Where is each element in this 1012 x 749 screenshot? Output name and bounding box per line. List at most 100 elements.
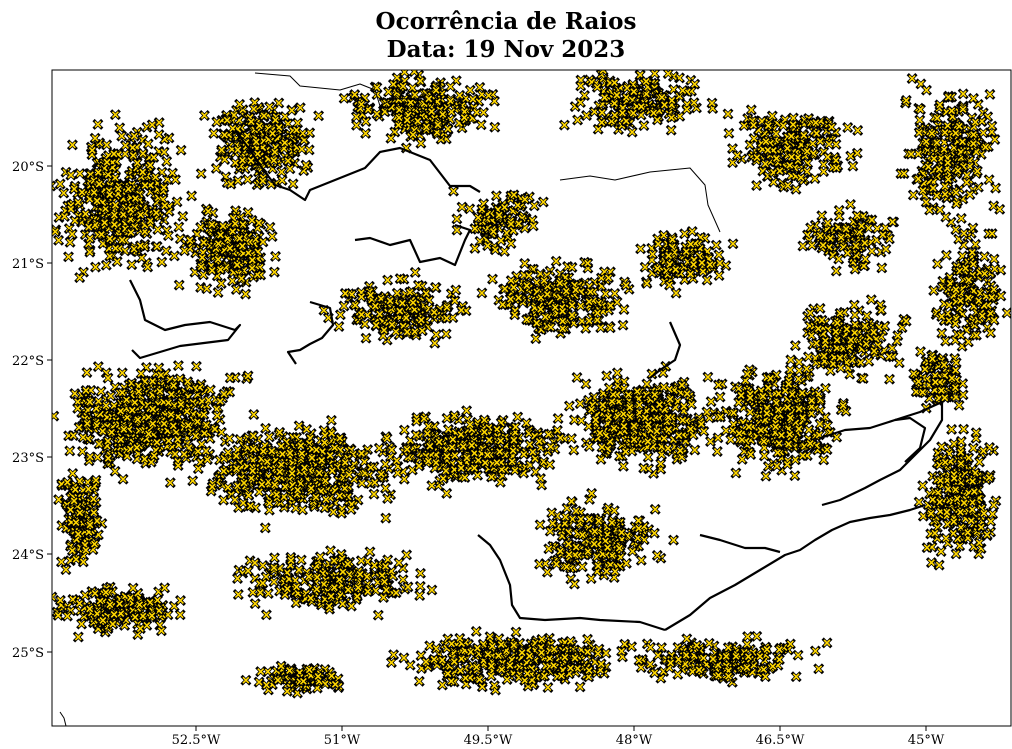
lightning-strike-marker (759, 436, 769, 447)
lightning-strike-marker (784, 429, 795, 440)
lightning-strike-marker (441, 329, 452, 339)
lightning-strike-marker (486, 472, 497, 482)
lightning-strike-marker (297, 505, 308, 515)
lightning-strike-marker (450, 285, 461, 295)
lightning-strike-marker (958, 89, 969, 99)
lightning-strike-marker (663, 424, 674, 435)
lightning-strike-marker (977, 310, 988, 321)
lightning-strike-marker (940, 189, 950, 200)
lightning-strike-marker (185, 235, 195, 246)
lightning-strike-marker (82, 418, 93, 429)
lightning-strike-marker (156, 625, 167, 636)
lightning-strike-marker (597, 107, 607, 118)
lightning-strike-marker (642, 379, 652, 389)
lightning-strike-marker (742, 369, 753, 379)
lightning-strike-marker (956, 458, 966, 469)
lightning-strike-marker (785, 355, 796, 365)
lightning-strike-marker (609, 110, 620, 120)
lightning-strike-marker (536, 634, 547, 645)
lightning-strike-marker (199, 428, 210, 439)
lightning-strike-marker (921, 197, 932, 207)
lightning-strike-marker (249, 409, 259, 420)
lightning-strike-marker (560, 652, 570, 663)
lightning-strike-marker (340, 288, 351, 299)
lightning-strike-marker (935, 100, 945, 110)
lightning-strike-marker (596, 454, 606, 465)
lightning-strike-marker (106, 391, 116, 401)
lightning-strike-marker (401, 313, 412, 323)
lightning-strike-marker (774, 166, 785, 176)
lightning-strike-marker (106, 427, 117, 438)
lightning-strike-marker (559, 120, 570, 130)
lightning-strike-marker (344, 469, 354, 480)
lightning-strike-marker (728, 407, 739, 418)
lightning-strike-marker (524, 651, 535, 661)
lightning-strike-marker (325, 450, 335, 461)
lightning-strikes-layer (52, 70, 1011, 698)
lightning-strike-marker (915, 104, 926, 115)
lightning-strike-marker (109, 609, 119, 620)
lightning-strike-marker (727, 157, 738, 168)
lightning-strike-marker (659, 100, 670, 110)
lightning-strike-marker (446, 676, 457, 687)
lightning-strike-marker (505, 660, 515, 671)
lightning-strike-marker (92, 452, 103, 463)
lightning-strike-marker (582, 647, 593, 657)
lightning-strike-marker (222, 115, 232, 125)
lightning-strike-marker (677, 380, 687, 390)
lightning-strike-marker (388, 649, 399, 660)
lightning-strike-marker (466, 440, 477, 451)
lightning-strike-marker (666, 112, 677, 123)
lightning-strike-marker (989, 264, 1000, 274)
lightning-strike-marker (437, 655, 448, 665)
lightning-strike-marker (797, 388, 808, 398)
lightning-strike-marker (988, 500, 999, 510)
lightning-strike-marker (85, 247, 95, 257)
lightning-strike-marker (480, 457, 491, 468)
lightning-strike-marker (544, 459, 555, 470)
lightning-strike-marker (174, 222, 184, 232)
lightning-strike-marker (202, 283, 212, 294)
lightning-strike-marker (441, 488, 452, 499)
lightning-strike-marker (745, 393, 755, 403)
lightning-strike-marker (119, 424, 129, 435)
lightning-strike-marker (657, 92, 667, 103)
lightning-strike-marker (133, 386, 144, 397)
lightning-strike-marker (540, 312, 551, 322)
lightning-strike-marker (985, 89, 995, 100)
lightning-strike-marker (231, 463, 242, 474)
lightning-strike-marker (771, 153, 782, 164)
lightning-strike-marker (402, 115, 413, 125)
lightning-strike-marker (744, 422, 754, 432)
lightning-strike-marker (914, 115, 925, 125)
lightning-strike-marker (956, 213, 967, 224)
lightning-strike-marker (928, 183, 938, 193)
lightning-strike-marker (906, 149, 916, 159)
lightning-strike-marker (943, 92, 954, 102)
map-title: Ocorrência de Raios (375, 8, 637, 35)
lightning-strike-marker (442, 302, 452, 313)
lightning-strike-marker (772, 461, 782, 471)
lightning-strike-marker (820, 383, 831, 394)
lightning-strike-marker (415, 76, 426, 86)
lightning-strike-marker (178, 211, 188, 222)
lightning-strike-marker (183, 420, 194, 431)
lightning-strike-marker (508, 445, 518, 456)
lightning-strike-marker (299, 462, 310, 473)
lightning-strike-marker (156, 370, 166, 380)
lightning-strike-marker (159, 147, 169, 157)
lightning-strike-marker (115, 406, 126, 416)
lightning-strike-marker (989, 315, 999, 326)
lightning-strike-marker (147, 610, 157, 621)
lightning-strike-marker (495, 436, 506, 446)
lightning-strike-marker (173, 360, 184, 371)
lightning-strike-marker (137, 167, 148, 177)
lightning-strike-marker (196, 261, 206, 272)
lightning-strike-marker (639, 120, 649, 131)
lightning-strike-marker (751, 180, 762, 191)
lightning-strike-marker (492, 457, 502, 468)
lightning-strike-marker (198, 269, 209, 280)
lightning-strike-marker (512, 412, 523, 422)
lightning-strike-marker (145, 160, 156, 170)
lightning-strike-marker (450, 450, 460, 461)
